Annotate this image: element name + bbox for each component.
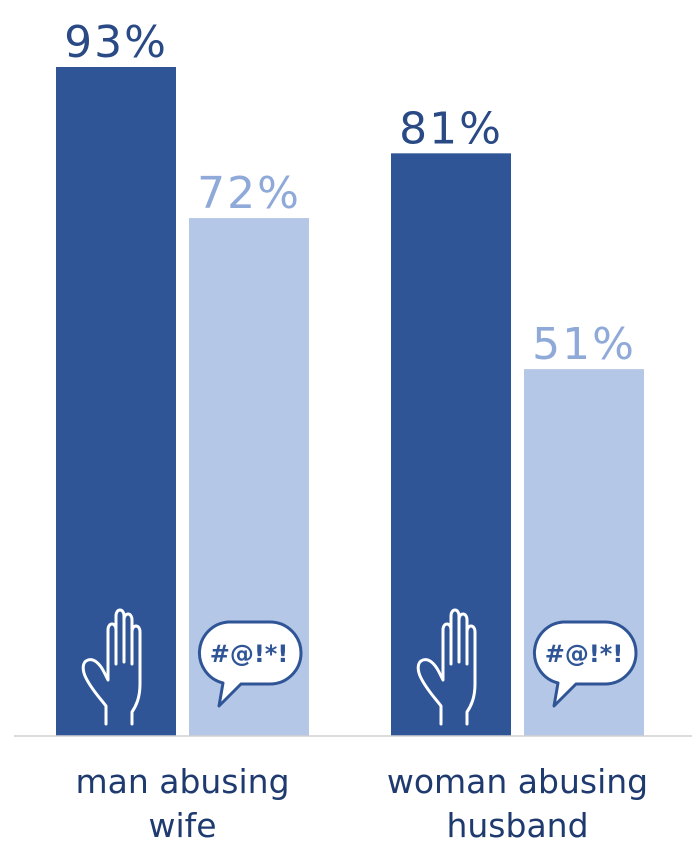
value-label-2-2: 51%	[532, 319, 636, 370]
value-label-1-1: 93%	[64, 17, 168, 68]
speech-bubble-icon: #@!*!	[532, 620, 638, 708]
category-label-1-line-2: wife	[148, 806, 216, 843]
value-label-2-1: 81%	[399, 103, 503, 154]
raised-hand-icon	[81, 608, 142, 726]
speech-bubble-text: #@!*!	[545, 640, 624, 668]
value-label-1-2: 72%	[197, 168, 301, 219]
category-label-1-line-1: man abusing	[75, 762, 289, 801]
raised-hand-icon	[416, 608, 477, 726]
category-label-2-line-1: woman abusing	[387, 762, 648, 801]
speech-bubble-icon: #@!*!	[197, 620, 303, 708]
labels-group: 93% 72% man abusing wife 81% 51% woman abusing…	[64, 17, 648, 843]
bars-group	[56, 67, 644, 737]
category-label-2-line-2: husband	[446, 806, 588, 843]
speech-bubble-text: #@!*!	[210, 640, 289, 668]
icons-group: #@!*! #@!*!	[81, 608, 638, 726]
